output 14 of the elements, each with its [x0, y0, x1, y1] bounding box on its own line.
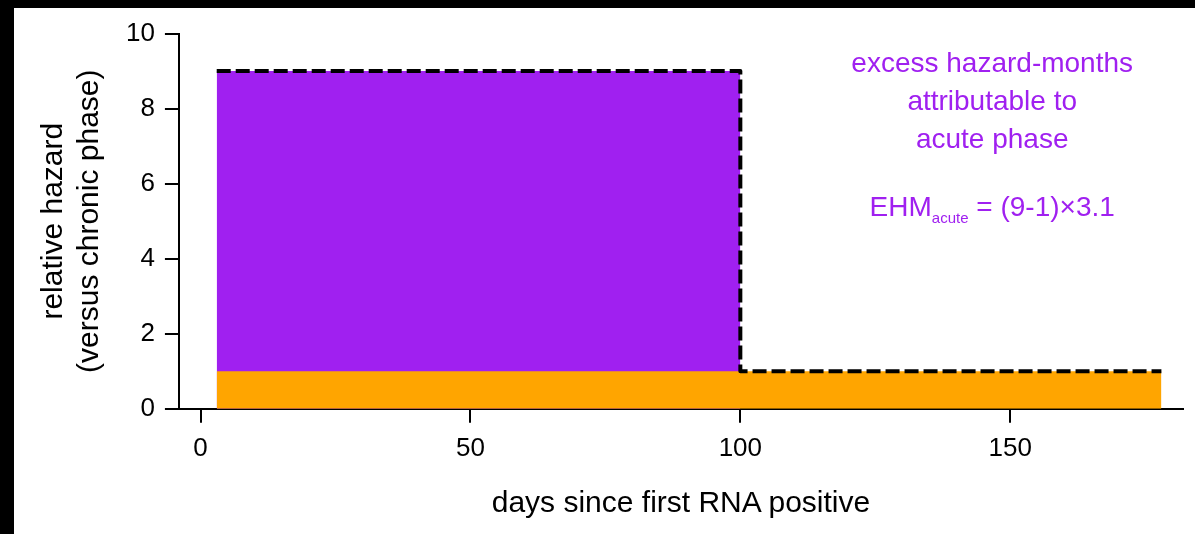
- x-tick-label: 50: [455, 431, 485, 462]
- x-axis-title: days since first RNA positive: [491, 485, 871, 519]
- x-tick-label: 150: [988, 431, 1032, 462]
- y-axis-title: relative hazard (versus chronic phase): [35, 69, 105, 373]
- y-tick-label: 8: [140, 91, 155, 122]
- y-tick-label: 0: [140, 391, 155, 422]
- y-tick-label: 4: [140, 241, 155, 272]
- y-tick-label: 10: [126, 16, 155, 47]
- annotation: excess hazard-months attributable to acute phase: [850, 45, 1135, 156]
- y-tick-label: 6: [140, 166, 155, 197]
- annotation: EHM$_{acute}$ = (9-1)×3.1: [868, 189, 1116, 228]
- y-tick-label: 2: [140, 316, 155, 347]
- x-tick-label: 0: [193, 431, 208, 462]
- x-tick-label: 100: [718, 431, 763, 462]
